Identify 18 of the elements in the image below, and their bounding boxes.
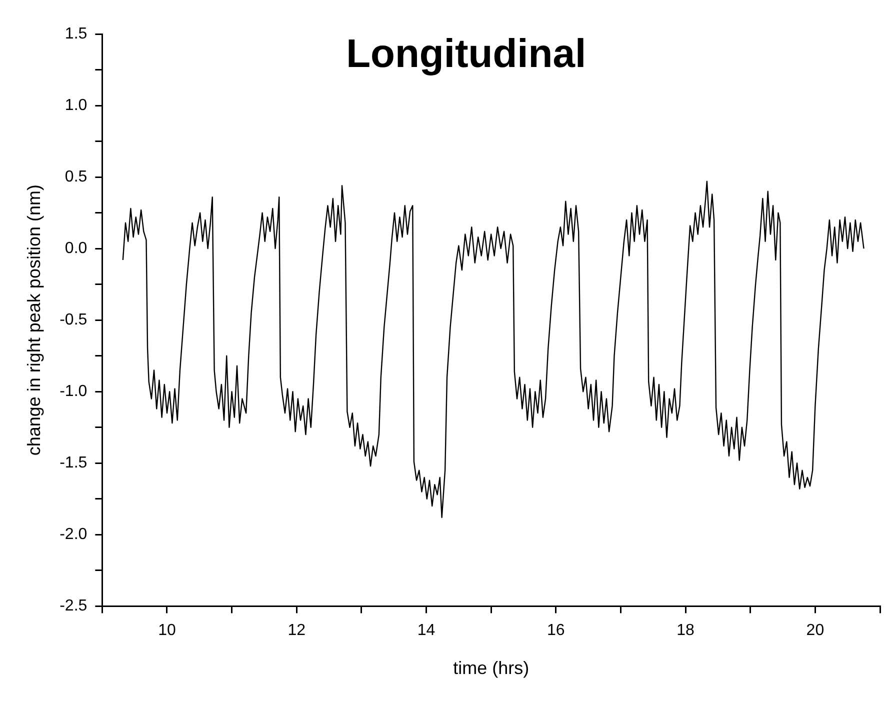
x-tick-label: 20 [806,622,824,640]
y-tick-label: -2.0 [60,526,88,544]
x-tick-label: 18 [676,622,695,640]
y-axis-title: change in right peak position (nm) [24,184,44,456]
y-tick-label: 0.0 [64,240,88,257]
y-tick-label: -2.5 [60,598,88,615]
chart-title: Longitudinal [346,32,586,76]
x-tick-label: 12 [288,622,306,640]
y-tick-label: -1.0 [60,383,88,400]
x-tick-label: 14 [417,622,436,640]
y-tick-label: 1.0 [64,96,88,114]
y-tick-label: -1.5 [60,454,88,472]
y-tick-label: 0.5 [64,168,88,186]
y-tick-label: -0.5 [60,312,88,329]
y-tick-label: 1.5 [64,25,88,42]
x-tick-label: 16 [547,622,565,640]
x-axis-title: time (hrs) [453,658,530,678]
x-tick-label: 10 [158,622,176,640]
